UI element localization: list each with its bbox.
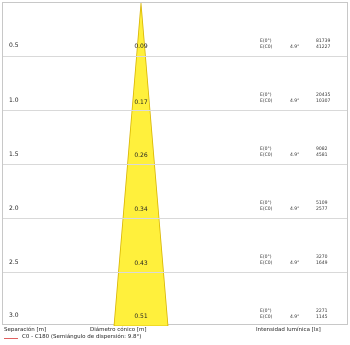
angle-value: 4.9° — [290, 45, 300, 50]
separation-label: 1.0 — [9, 97, 19, 104]
diameter-value: 0.09 — [134, 43, 148, 50]
lux-values: 2271 1145 — [316, 309, 327, 321]
separation-label: 2.5 — [9, 259, 19, 266]
diameter-value: 0.26 — [134, 152, 148, 159]
e0-label: E(0°) — [260, 147, 272, 152]
angle-value: 4.9° — [290, 153, 300, 158]
grid-line — [3, 110, 347, 111]
e-labels: E(0°) E(C0) — [260, 201, 272, 213]
separation-label: 0.5 — [9, 42, 19, 49]
ec0-label: E(C0) — [260, 207, 273, 212]
grid-line — [3, 218, 347, 219]
lux-values: 3270 1649 — [316, 255, 327, 267]
angle-value: 4.9° — [290, 99, 300, 104]
lux-ec0: 41227 — [316, 45, 331, 50]
e0-label: E(0°) — [260, 39, 272, 44]
lux-values: 81739 41227 — [316, 39, 330, 51]
diameter-value: 0.34 — [134, 206, 148, 213]
e-labels: E(0°) E(C0) — [260, 147, 272, 159]
e0-label: E(0°) — [260, 201, 272, 206]
lux-e0: 81739 — [316, 39, 331, 44]
lux-values: 20435 10307 — [316, 93, 330, 105]
e0-label: E(0°) — [260, 255, 272, 260]
angle-value: 4.9° — [290, 207, 300, 212]
angle-value: 4.9° — [290, 315, 300, 320]
intensity-axis-label: Intensidad lumínica [lx] — [256, 327, 321, 333]
e-labels: E(0°) E(C0) — [260, 39, 272, 51]
grid-line — [3, 272, 347, 273]
cone-diagram-frame: 0.5 0.09 E(0°) E(C0) 4.9° 81739 41227 1.… — [2, 2, 348, 326]
lux-ec0: 2577 — [316, 207, 328, 212]
e0-label: E(0°) — [260, 309, 272, 314]
e-labels: E(0°) E(C0) — [260, 309, 272, 321]
ec0-label: E(C0) — [260, 99, 273, 104]
separation-label: 2.0 — [9, 205, 19, 212]
grid-line — [3, 164, 347, 165]
diameter-value: 0.43 — [134, 260, 148, 267]
lux-e0: 5109 — [316, 201, 328, 206]
ec0-label: E(C0) — [260, 45, 273, 50]
diameter-value: 0.51 — [134, 313, 148, 320]
legend-line-icon — [4, 338, 18, 339]
grid-line — [3, 56, 347, 57]
lux-ec0: 4581 — [316, 153, 328, 158]
separation-label: 3.0 — [9, 312, 19, 319]
angle-value: 4.9° — [290, 261, 300, 266]
separation-axis-label: Separación [m] — [4, 327, 47, 333]
e0-label: E(0°) — [260, 93, 272, 98]
ec0-label: E(C0) — [260, 153, 273, 158]
separation-label: 1.5 — [9, 151, 19, 158]
e-labels: E(0°) E(C0) — [260, 93, 272, 105]
lux-ec0: 1649 — [316, 261, 328, 266]
lux-e0: 20435 — [316, 93, 331, 98]
diameter-value: 0.17 — [134, 99, 148, 106]
ec0-label: E(C0) — [260, 261, 273, 266]
lux-values: 5109 2577 — [316, 201, 327, 213]
e-labels: E(0°) E(C0) — [260, 255, 272, 267]
lux-ec0: 10307 — [316, 99, 331, 104]
diameter-axis-label: Diámetro cónico [m] — [90, 327, 147, 333]
lux-e0: 3270 — [316, 255, 328, 260]
legend-text: C0 - C180 (Semiángulo de dispersión: 9.8… — [22, 334, 142, 340]
lux-values: 9082 4581 — [316, 147, 327, 159]
lux-e0: 9082 — [316, 147, 328, 152]
ec0-label: E(C0) — [260, 315, 273, 320]
lux-e0: 2271 — [316, 309, 328, 314]
lux-ec0: 1145 — [316, 315, 328, 320]
